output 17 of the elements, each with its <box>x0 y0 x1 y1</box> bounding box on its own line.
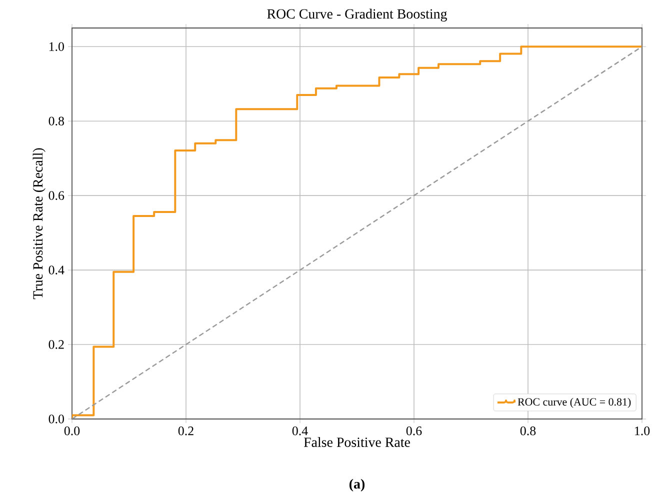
y-tick-label: 0.0 <box>48 414 64 424</box>
y-tick-label: 0.2 <box>48 340 64 349</box>
legend-label: ROC curve (AUC = 0.81) <box>518 398 631 408</box>
x-tick-label: 0.0 <box>64 426 80 436</box>
x-tick-label: 1.0 <box>635 426 650 436</box>
x-axis-title: False Positive Rate <box>304 437 410 447</box>
x-tick-label: 0.6 <box>406 426 422 436</box>
y-tick-label: 1.0 <box>49 42 64 52</box>
x-tick-label: 0.8 <box>520 426 536 436</box>
text: (a) <box>349 478 365 492</box>
x-tick-label: 0.2 <box>178 426 194 436</box>
y-axis-title: True Positive Rate (Recall) <box>32 148 46 300</box>
y-tick-label: 0.4 <box>48 266 64 274</box>
y-tick-label: 0.8 <box>48 116 64 126</box>
chart-title: ROC Curve - Gradient Boosting <box>267 8 447 22</box>
x-tick-label: 0.4 <box>292 426 308 436</box>
y-tick-label: 0.6 <box>48 191 64 200</box>
